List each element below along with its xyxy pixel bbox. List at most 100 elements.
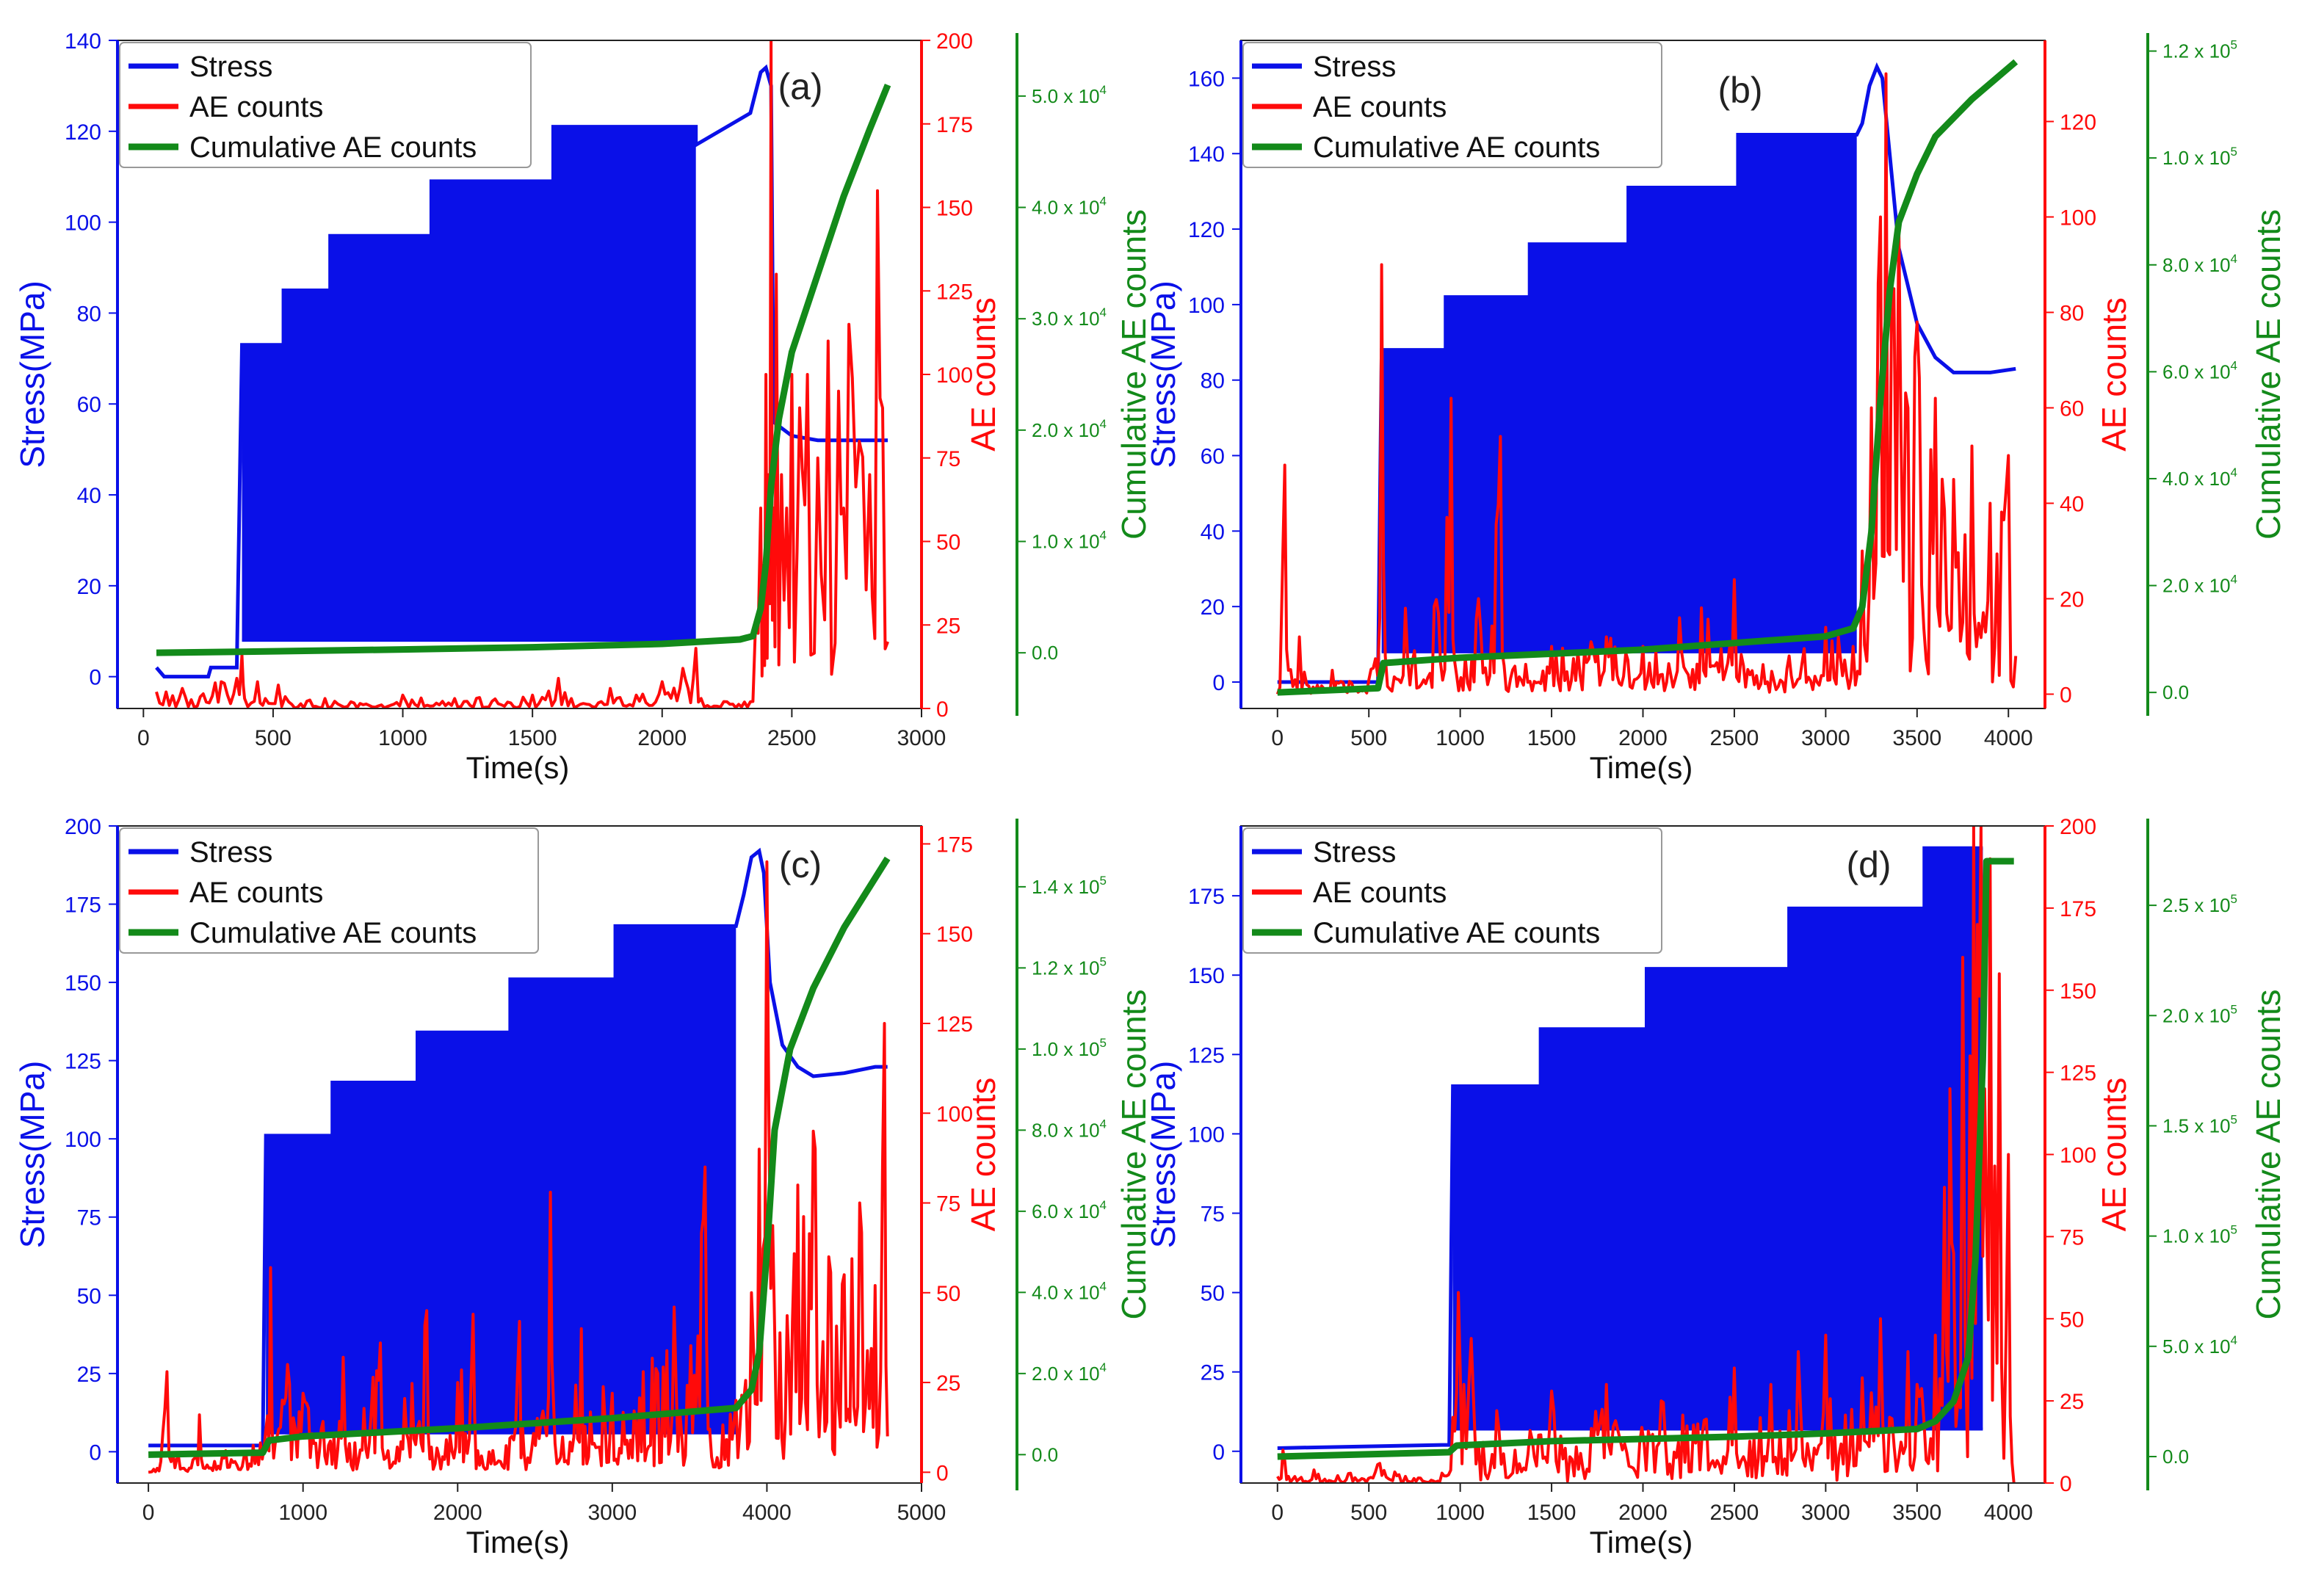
ae-tick-label: 0 [2060,684,2072,708]
cumulative-tick-mantissa: 8.0 [1032,1119,1058,1141]
cumulative-tick-mantissa: 1.0 [2162,1225,2189,1247]
cumulative-tick-exponent: 4 [2231,573,2237,587]
ae-tick-label: 150 [2060,979,2096,1004]
cumulative-tick-mantissa: 1.5 [2162,1114,2189,1136]
x-tick-label: 2000 [433,1501,482,1525]
ae-tick-label: 0 [2060,1472,2072,1496]
cumulative-tick-base: x 10 [2189,254,2230,276]
cumulative-tick-exponent: 4 [1100,529,1107,543]
cumulative-axis-label: Cumulative AE counts [1115,989,1153,1319]
ae-tick-label: 20 [2060,588,2084,612]
cumulative-tick-exponent: 5 [2231,1002,2237,1016]
ae-tick-label: 50 [936,1282,960,1306]
legend: Stress AE counts Cumulative AE counts [1242,42,1662,168]
cumulative-tick-mantissa: 2.0 [2162,575,2189,597]
cumulative-tick-label: 4.0 x 104 [1032,1279,1107,1303]
ae-tick-label: 75 [936,447,960,471]
cumulative-tick-exponent: 5 [2231,145,2237,159]
ae-tick-label: 100 [2060,1144,2096,1168]
legend-label: AE counts [1313,91,1447,123]
x-tick-label: 3500 [1892,1501,1941,1525]
cumulative-ae-line [1277,59,2019,696]
stress-tick-label: 25 [77,1363,101,1387]
legend-label: Cumulative AE counts [189,917,477,949]
cumulative-tick-exponent: 5 [2231,1223,2237,1237]
cumulative-tick-exponent: 5 [1100,874,1107,888]
cumulative-tick-label: 1.5 x 105 [2162,1112,2237,1136]
x-tick-label: 1500 [508,726,557,750]
stress-tick-label: 140 [1188,142,1225,167]
stress-tick-label: 100 [1188,294,1225,318]
cumulative-tick-exponent: 4 [2231,465,2237,479]
x-tick-label: 500 [1350,726,1387,750]
cumulative-tick-mantissa: 4.0 [1032,197,1058,219]
cumulative-tick-label: 2.0 x 104 [2162,573,2237,597]
cumulative-tick-base: x 10 [2189,1335,2230,1357]
cumulative-tick-exponent: 5 [1100,1036,1107,1050]
stress-tick-label: 75 [77,1206,101,1230]
stress-tick-label: 50 [77,1284,101,1308]
cumulative-tick-label: 2.0 x 104 [1032,417,1107,441]
chart-panel-d: 0 500 1000 1500 2000 2500 3000 3500 4000Time(s)0… [1144,815,2287,1559]
cumulative-tick-label: 6.0 x 104 [2162,358,2237,383]
ae-tick-label: 125 [936,1012,973,1037]
x-tick-label: 0 [142,1501,155,1525]
stress-tick-label: 60 [77,393,101,417]
cumulative-tick-mantissa: 4.0 [1032,1281,1058,1303]
stress-tick-label: 200 [65,815,101,839]
ae-tick-label: 0 [936,1461,949,1485]
cumulative-tick-exponent: 4 [2231,252,2237,266]
stress-axis-label: Stress(MPa) [13,280,51,468]
cumulative-tick-exponent: 4 [1100,195,1107,209]
cumulative-tick-mantissa: 1.0 [1032,1038,1058,1060]
ae-tick-label: 175 [936,113,973,137]
cumulative-tick-exponent: 4 [2231,1333,2237,1347]
legend-label: Cumulative AE counts [1313,917,1600,949]
cumulative-axis-label: Cumulative AE counts [2249,989,2287,1319]
stress-cyclic-band [266,926,736,1433]
x-tick-label: 1500 [1527,1501,1577,1525]
cumulative-ae-line [1277,858,2014,1460]
stress-tick-label: 120 [1188,218,1225,242]
cumulative-tick-mantissa: 5.0 [1032,85,1058,107]
x-axis-label: Time(s) [1590,1525,1693,1559]
cumulative-tick-exponent: 5 [2231,892,2237,906]
chart-panel-b: 0 500 1000 1500 2000 2500 3000 3500 4000Time(s)0… [1144,33,2287,785]
x-tick-label: 3000 [1801,1501,1850,1525]
plot-area [148,847,891,1474]
x-tick-label: 0 [1271,1501,1284,1525]
stress-line [1277,846,1983,1450]
stress-tick-label: 100 [65,211,101,236]
cumulative-tick-label: 1.0 x 104 [1032,529,1107,553]
cumulative-tick-label: 1.4 x 105 [1032,874,1107,898]
cumulative-tick-base: x 10 [1058,531,1099,553]
cumulative-tick-mantissa: 2.0 [1032,1363,1058,1385]
stress-tick-label: 40 [1201,520,1225,544]
stress-tick-label: 0 [89,666,101,690]
stress-tick-label: 20 [1201,595,1225,620]
cumulative-tick-mantissa: 6.0 [1032,1200,1058,1222]
legend-label: AE counts [1313,877,1447,909]
cumulative-tick-base: x 10 [2189,468,2230,490]
cumulative-tick-label: 8.0 x 104 [1032,1117,1107,1141]
stress-tick-label: 60 [1201,445,1225,469]
cumulative-tick-mantissa: 1.2 [2162,40,2189,62]
ae-tick-label: 150 [936,923,973,947]
ae-counts-line [148,860,889,1474]
cumulative-tick-base: x 10 [1058,419,1099,441]
x-tick-label: 3000 [587,1501,637,1525]
cumulative-tick-base: x 10 [2189,894,2230,916]
ae-tick-label: 80 [2060,302,2084,326]
cumulative-tick-mantissa: 1.0 [1032,531,1058,553]
stress-tick-label: 150 [1188,964,1225,988]
ae-tick-label: 120 [2060,111,2096,135]
x-tick-label: 2500 [767,726,817,750]
ae-axis-label: AE counts [964,297,1002,452]
ae-tick-label: 25 [936,1371,960,1396]
stress-tick-label: 150 [65,971,101,996]
cumulative-tick-exponent: 4 [1100,1198,1107,1212]
stress-tick-label: 80 [1201,369,1225,394]
chart-panel-c: 0 1000 2000 3000 4000 5000Time(s)025507510012… [13,815,1153,1559]
ae-tick-label: 125 [2060,1062,2096,1086]
x-tick-label: 2000 [637,726,687,750]
